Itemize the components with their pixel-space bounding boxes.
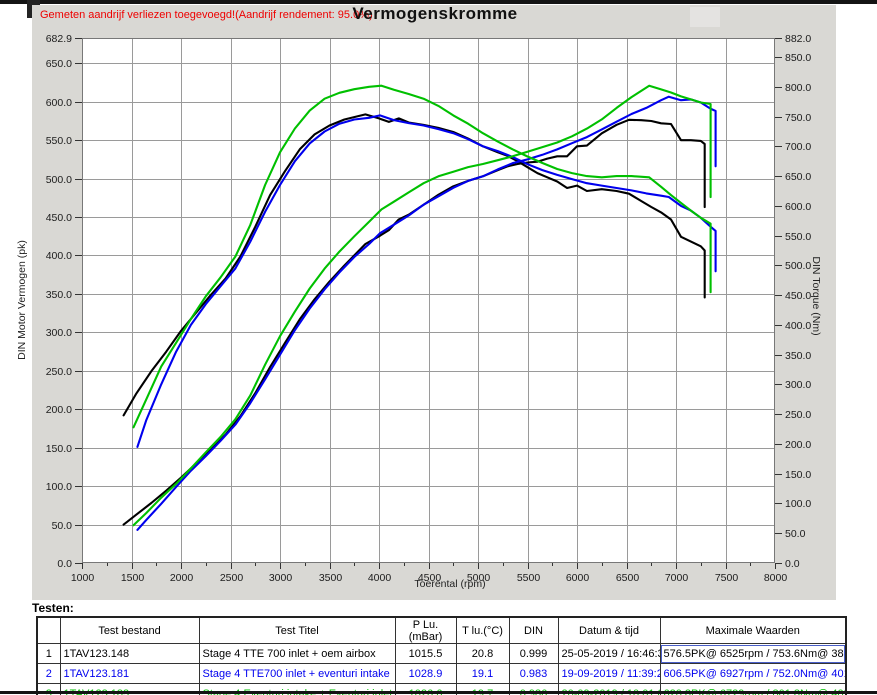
chart-title: Vermogenskromme (352, 4, 518, 23)
tests-col-header-0 (36, 616, 61, 644)
test-row-1-max[interactable]: 576.5PK@ 6525rpm / 753.6Nm@ 3863rpm (659, 643, 847, 664)
tests-col-header-2: Test Titel (198, 616, 396, 644)
test-row-2-title: Stage 4 TTE700 inlet + eventuri intake (198, 663, 396, 684)
y-axis-left-title: DIN Motor Vermogen (pk) (16, 240, 28, 360)
tests-table: Test bestand Test Titel P Lu.(mBar) T lu.(°… (36, 616, 847, 695)
tests-col-header-1: Test bestand (59, 616, 200, 644)
tests-section-label: Testen: (32, 601, 74, 615)
test-row-1-din: 0.999 (508, 643, 559, 664)
panel-corner-highlight (690, 7, 720, 27)
test-row-1[interactable]: 1 1TAV123.148 Stage 4 TTE 700 inlet + oem … (36, 643, 847, 664)
drivetrain-loss-warning: Gemeten aandrijf verliezen toegevoegd!(A… (40, 9, 373, 21)
tests-table-header-row: Test bestand Test Titel P Lu.(mBar) T lu.(°… (36, 616, 847, 644)
test-row-2-max[interactable]: 606.5PK@ 6927rpm / 752.0Nm@ 4010rpm (659, 663, 847, 684)
test-row-2-p_lu: 1028.9 (394, 663, 457, 684)
top-border-bar (0, 0, 877, 4)
test-row-2[interactable]: 2 1TAV123.181 Stage 4 TTE700 inlet + event… (36, 663, 847, 684)
test-row-2-num: 2 (36, 663, 61, 684)
tests-col-header-7: Maximale Waarden (659, 616, 847, 644)
test-row-1-datetime: 25-05-2019 / 16:46:36 (557, 643, 661, 664)
test-row-1-t_lu: 20.8 (455, 643, 510, 664)
test-row-2-t_lu: 19.1 (455, 663, 510, 684)
bottom-border-bar (0, 691, 877, 694)
test-row-1-num: 1 (36, 643, 61, 664)
chart-panel (32, 5, 836, 600)
tests-col-header-6: Datum & tijd (557, 616, 661, 644)
tests-col-header-4: T lu.(°C) (455, 616, 510, 644)
test-row-2-datetime: 19-09-2019 / 11:39:20 (557, 663, 661, 684)
tests-col-header-3: P Lu.(mBar) (394, 616, 457, 644)
test-row-2-file: 1TAV123.181 (59, 663, 200, 684)
tests-table-wrap: Test bestand Test Titel P Lu.(mBar) T lu.(°… (36, 616, 847, 695)
x-axis-title: Toerental (rpm) (414, 578, 486, 590)
test-row-1-title: Stage 4 TTE 700 inlet + oem airbox (198, 643, 396, 664)
test-row-1-p_lu: 1015.5 (394, 643, 457, 664)
test-row-1-file: 1TAV123.148 (59, 643, 200, 664)
tests-col-header-5: DIN (508, 616, 559, 644)
test-row-2-din: 0.983 (508, 663, 559, 684)
y-axis-right-title: DIN Torque (Nm) (810, 256, 822, 336)
